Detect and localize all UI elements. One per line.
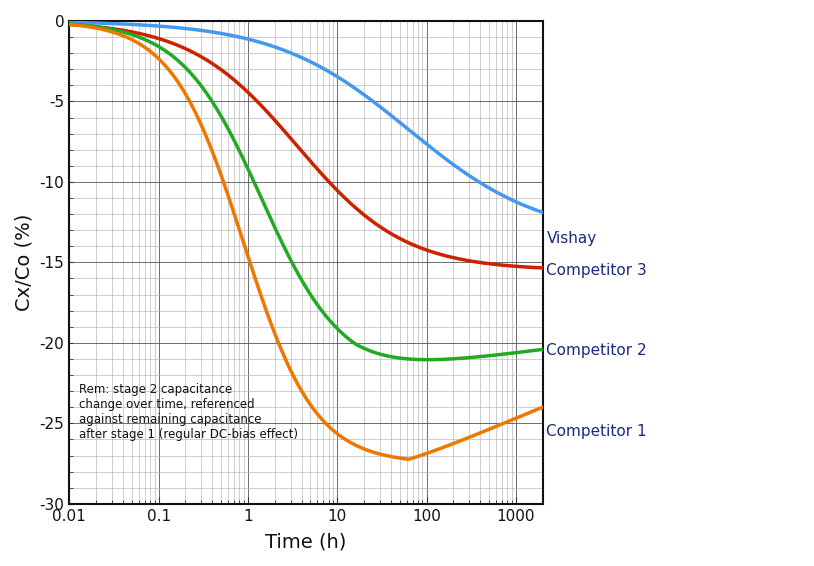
Text: Competitor 1: Competitor 1 — [546, 424, 647, 439]
Text: Vishay: Vishay — [546, 231, 597, 246]
Text: Competitor 2: Competitor 2 — [546, 344, 647, 358]
Text: Rem: stage 2 capacitance
change over time, referenced
against remaining capacita: Rem: stage 2 capacitance change over tim… — [80, 383, 299, 441]
X-axis label: Time (h): Time (h) — [265, 532, 347, 551]
Y-axis label: Cx/Co (%): Cx/Co (%) — [15, 214, 34, 311]
Text: Competitor 3: Competitor 3 — [546, 263, 647, 278]
